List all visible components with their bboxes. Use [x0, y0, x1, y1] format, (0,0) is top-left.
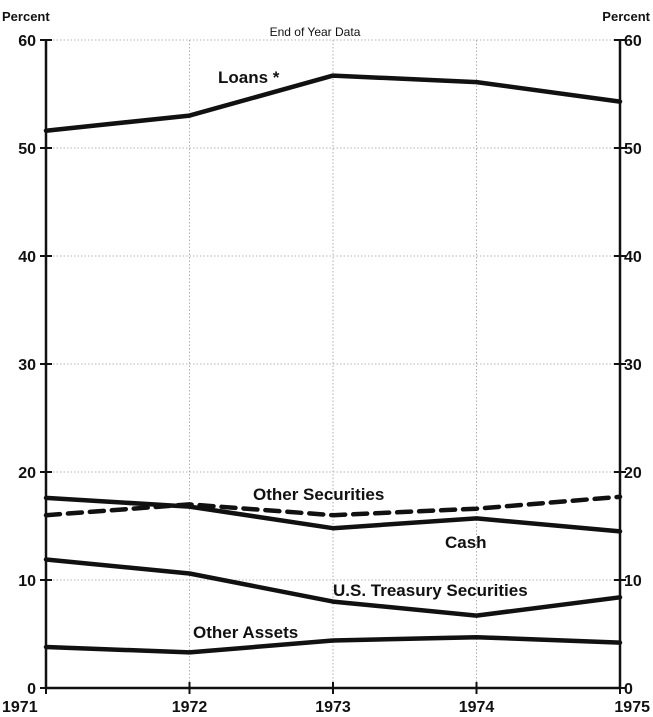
y-tick-label-right: 40	[624, 249, 642, 266]
y-tick-label-left: 40	[18, 249, 36, 266]
y-tick-label-left: 60	[18, 33, 36, 50]
series-label-cash: Cash	[445, 533, 487, 552]
series-line-cash	[43, 495, 623, 534]
right-y-axis-title: Percent	[602, 9, 650, 24]
y-tick-label-left: 50	[18, 141, 36, 158]
y-tick-label-left: 10	[18, 573, 36, 590]
grid	[46, 39, 620, 688]
x-tick-label: 1972	[172, 699, 208, 716]
y-tick-label-right: 0	[624, 681, 633, 698]
x-tick-label: 1975	[614, 699, 650, 716]
x-tick-label: 1973	[315, 699, 351, 716]
series-label-us-treasury-securities: U.S. Treasury Securities	[333, 581, 528, 600]
series-label-loans: Loans *	[218, 68, 280, 87]
x-tick-label: 1974	[459, 699, 495, 716]
y-tick-label-left: 30	[18, 357, 36, 374]
y-tick-label-right: 30	[624, 357, 642, 374]
ticks: 0 0 10 10 20 20 30 30 40 40 50 50 60 60 1971 1972 1973 19…	[2, 33, 650, 716]
series	[43, 73, 623, 655]
x-tick-label: 1971	[2, 699, 38, 716]
y-tick-label-left: 20	[18, 465, 36, 482]
series-label-other-assets: Other Assets	[193, 623, 298, 642]
series-line-loans	[43, 73, 623, 133]
chart-subtitle: End of Year Data	[270, 25, 361, 39]
y-tick-label-right: 10	[624, 573, 642, 590]
series-line-other-securities	[43, 494, 623, 518]
series-line-other-assets	[43, 634, 623, 655]
y-tick-label-right: 20	[624, 465, 642, 482]
series-line-u-s-treasury-securities	[43, 557, 623, 618]
y-tick-label-right: 60	[624, 33, 642, 50]
y-tick-label-left: 0	[27, 681, 36, 698]
y-tick-label-right: 50	[624, 141, 642, 158]
series-label-other-securities: Other Securities	[253, 485, 384, 504]
left-y-axis-title: Percent	[2, 9, 50, 24]
